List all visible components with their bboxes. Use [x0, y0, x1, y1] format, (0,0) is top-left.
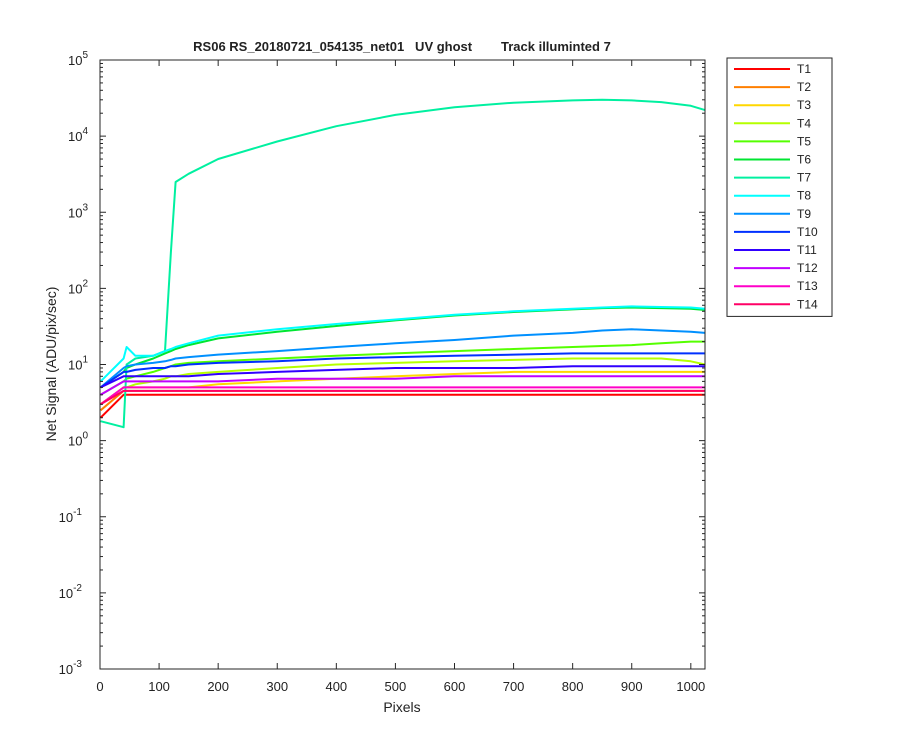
- legend-entry: T7: [797, 171, 811, 185]
- legend-entry: T10: [797, 225, 818, 239]
- x-tick-label: 200: [207, 679, 229, 694]
- legend-entry: T4: [797, 116, 811, 130]
- x-tick-label: 0: [96, 679, 103, 694]
- y-tick-exponent: -2: [73, 583, 82, 594]
- x-tick-label: 600: [444, 679, 466, 694]
- x-tick-label: 700: [503, 679, 525, 694]
- series-line-T14: [100, 389, 705, 406]
- y-tick-exponent: -1: [73, 507, 82, 518]
- y-tick-exponent: 5: [82, 50, 88, 61]
- x-tick-label: 1000: [676, 679, 705, 694]
- series-layer: [99, 98, 706, 429]
- legend-entry: T12: [797, 261, 818, 275]
- legend-box: [726, 57, 833, 317]
- series-line-T13: [100, 386, 705, 406]
- legend-entry: T9: [797, 207, 811, 221]
- y-tick-exponent: 4: [82, 126, 88, 137]
- x-tick-label: 900: [621, 679, 643, 694]
- x-tick-label: 400: [325, 679, 347, 694]
- legend-entry: T14: [797, 297, 818, 311]
- series-line-T4: [100, 357, 706, 406]
- y-tick-exponent: 1: [82, 355, 88, 366]
- chart-title: RS06 RS_20180721_054135_net01 UV ghost T…: [193, 39, 611, 54]
- x-tick-label: 100: [148, 679, 170, 694]
- y-axis-label: Net Signal (ADU/pix/sec): [43, 287, 59, 442]
- series-line-T7: [100, 98, 706, 429]
- x-tick-label: 300: [266, 679, 288, 694]
- legend-entry: T5: [797, 134, 811, 148]
- x-tick-label: 500: [385, 679, 407, 694]
- series-line-T9: [99, 328, 706, 389]
- y-tick-exponent: 3: [82, 202, 88, 213]
- y-tick-exponent: 0: [82, 431, 88, 442]
- series-line-T10: [100, 352, 705, 389]
- x-tick-label: 800: [562, 679, 584, 694]
- series-line-T1: [99, 393, 705, 419]
- legend-entry: T3: [797, 98, 811, 112]
- series-line-T12: [100, 375, 705, 396]
- series-line-T5: [100, 340, 705, 396]
- legend-entry: T13: [797, 279, 818, 293]
- x-axis-label: Pixels: [383, 699, 420, 715]
- legend-entry: T2: [797, 80, 811, 94]
- legend-entry: T6: [797, 153, 811, 167]
- y-tick-exponent: -3: [73, 659, 82, 670]
- series-line-T8: [99, 305, 706, 383]
- legend-entry: T1: [797, 62, 811, 76]
- legend-entry: T8: [797, 189, 811, 203]
- legend-entry: T11: [797, 243, 817, 257]
- legend: T1 T2 T3 T4 T5 T6 T7 T8 T9 T10 T11 T12 T13 T14: [726, 57, 833, 317]
- series-line-T11: [100, 365, 705, 389]
- y-tick-exponent: 2: [82, 278, 88, 289]
